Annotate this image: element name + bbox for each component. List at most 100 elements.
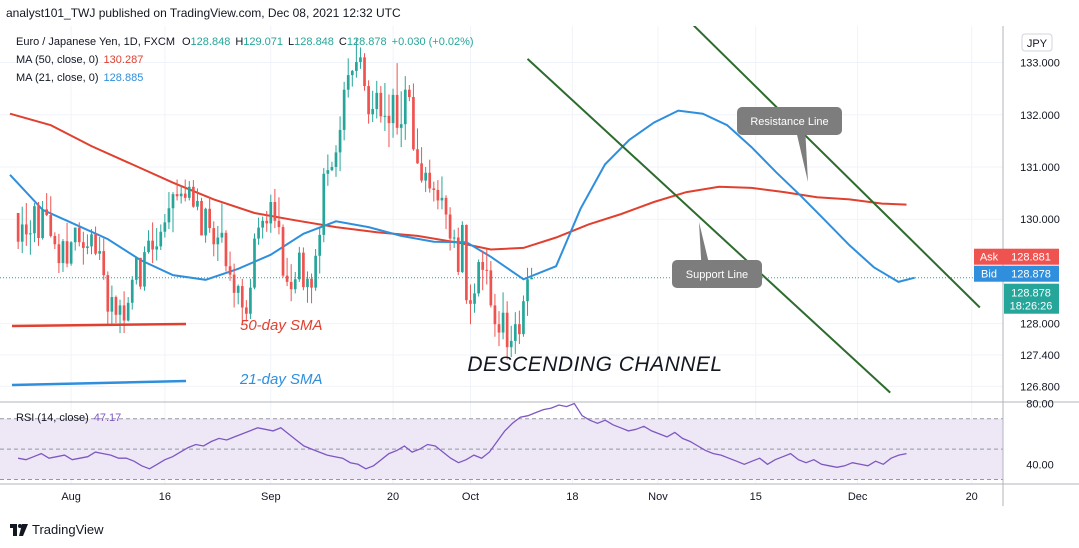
legend-ma21-line: MA (21, close, 0) 128.885 bbox=[16, 72, 143, 84]
candle-body bbox=[98, 251, 101, 254]
candle-body bbox=[399, 124, 403, 128]
candle-body bbox=[134, 257, 138, 280]
candle-body bbox=[460, 224, 464, 272]
candle-body bbox=[65, 241, 69, 264]
candle-body bbox=[159, 231, 163, 247]
ask-badge: Ask 128.881 bbox=[974, 248, 1059, 265]
candle-body bbox=[24, 224, 28, 235]
candle-body bbox=[265, 220, 269, 224]
candle-body bbox=[440, 197, 444, 201]
candle-body bbox=[49, 215, 53, 236]
price-chart[interactable]: Resistance Line Support Line DESCENDING CH… bbox=[0, 26, 1079, 518]
bid-value: 128.878 bbox=[1011, 269, 1051, 281]
candle-body bbox=[477, 262, 480, 294]
candle-body bbox=[412, 97, 415, 150]
candle-body bbox=[20, 224, 24, 242]
candle-body bbox=[277, 220, 281, 228]
candle-body bbox=[383, 115, 387, 117]
rsi-panel[interactable]: RSI (14, close) 47.17 bbox=[0, 402, 1003, 480]
candle-body bbox=[77, 227, 81, 243]
legend-ohlc-value: 128.878 bbox=[347, 36, 387, 48]
legend-symbol-line: Euro / Japanese Yen, 1D, FXCM O128.848 H12… bbox=[16, 36, 474, 48]
candle-body bbox=[330, 167, 334, 171]
candle-body bbox=[69, 242, 73, 264]
rsi-legend: RSI (14, close) 47.17 bbox=[16, 412, 121, 424]
candle-body bbox=[513, 324, 517, 341]
candle-body bbox=[281, 227, 285, 276]
candle-body bbox=[456, 237, 460, 272]
candle-body bbox=[37, 206, 40, 239]
bid-badge: Bid 128.878 bbox=[974, 265, 1059, 282]
candle-body bbox=[183, 193, 187, 198]
price-tick-label: 128.000 bbox=[1020, 319, 1060, 331]
axes: 133.000 132.000 131.000 130.000 128.000 127.4… bbox=[0, 26, 1079, 506]
rsi-tick-label: 80.00 bbox=[1026, 399, 1054, 411]
price-tick-label: 130.000 bbox=[1020, 214, 1060, 226]
ask-label: Ask bbox=[980, 252, 999, 264]
sma21-label: 21-day SMA bbox=[239, 371, 323, 388]
candle-body bbox=[302, 252, 305, 288]
candle-body bbox=[346, 75, 350, 90]
candle-body bbox=[224, 232, 228, 267]
price-tick-label: 131.000 bbox=[1020, 162, 1060, 174]
support-callout-box bbox=[672, 260, 762, 288]
candle-body bbox=[208, 208, 212, 229]
candle-body bbox=[61, 241, 65, 264]
legend-ma21-value: 128.885 bbox=[104, 72, 144, 84]
tradingview-logo-icon[interactable] bbox=[10, 524, 28, 536]
candle-body bbox=[493, 305, 497, 325]
candle-body bbox=[187, 186, 191, 198]
descending-channel-label: DESCENDING CHANNEL bbox=[467, 353, 722, 376]
candle-body bbox=[151, 240, 154, 250]
time-tick-label: Dec bbox=[848, 491, 868, 503]
candle-body bbox=[240, 286, 244, 308]
candle-body bbox=[171, 194, 175, 209]
candle-body bbox=[452, 237, 456, 239]
time-tick-label: 20 bbox=[387, 491, 399, 503]
price-panel[interactable] bbox=[0, 26, 1003, 484]
candle-body bbox=[192, 186, 195, 207]
candle-body bbox=[130, 279, 134, 303]
candle-body bbox=[444, 197, 448, 215]
candle-body bbox=[114, 297, 118, 315]
candle-body bbox=[253, 238, 256, 288]
candle-body bbox=[501, 312, 505, 333]
candle-body bbox=[163, 222, 167, 232]
candle-body bbox=[94, 234, 97, 254]
ask-label-box bbox=[974, 248, 1004, 265]
candle-body bbox=[342, 89, 346, 130]
candle-body bbox=[522, 301, 525, 335]
candle-body bbox=[220, 232, 224, 238]
time-tick-label: Sep bbox=[261, 491, 281, 503]
candle-body bbox=[261, 220, 264, 228]
candle-body bbox=[424, 172, 427, 181]
support-callout-text: Support Line bbox=[686, 269, 748, 281]
candle-body bbox=[216, 237, 220, 245]
price-tick-label: 127.400 bbox=[1020, 350, 1060, 362]
candle-body bbox=[436, 189, 440, 201]
ask-value-box bbox=[1004, 248, 1059, 265]
footer-brand[interactable]: TradingView bbox=[32, 522, 104, 537]
candle-body bbox=[269, 201, 273, 224]
currency-button-label: JPY bbox=[1027, 38, 1048, 50]
candle-body bbox=[375, 92, 379, 110]
candle-body bbox=[485, 269, 489, 271]
currency-button[interactable]: JPY bbox=[1021, 33, 1053, 52]
support-line bbox=[526, 58, 891, 394]
candle-body bbox=[326, 170, 330, 174]
candle-body bbox=[106, 275, 110, 312]
candle-body bbox=[86, 246, 89, 248]
ask-value: 128.881 bbox=[1011, 252, 1051, 264]
candle-body bbox=[196, 200, 199, 207]
candle-body bbox=[122, 305, 126, 321]
candle-body bbox=[481, 262, 485, 270]
overlays: Resistance Line Support Line DESCENDING CH… bbox=[11, 26, 981, 394]
resistance-callout-box bbox=[737, 107, 842, 135]
candle-body bbox=[334, 152, 338, 167]
candle-body bbox=[110, 297, 114, 312]
candle-body bbox=[314, 255, 317, 288]
rsi-legend-name: RSI (14, close) bbox=[16, 412, 89, 424]
candle-body bbox=[297, 252, 301, 280]
candle-body bbox=[338, 129, 342, 153]
candle-body bbox=[391, 94, 395, 124]
